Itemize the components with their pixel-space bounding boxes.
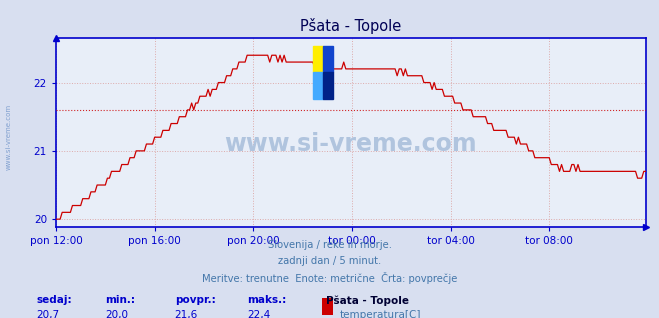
Bar: [312, 72, 323, 99]
Text: temperatura[C]: temperatura[C]: [339, 310, 421, 318]
Text: zadnji dan / 5 minut.: zadnji dan / 5 minut.: [278, 256, 381, 266]
Text: min.:: min.:: [105, 295, 136, 305]
Bar: [323, 72, 333, 99]
Title: Pšata - Topole: Pšata - Topole: [301, 18, 401, 34]
Text: www.si-vreme.com: www.si-vreme.com: [225, 132, 477, 156]
Bar: [312, 46, 323, 72]
Text: Meritve: trenutne  Enote: metrične  Črta: povprečje: Meritve: trenutne Enote: metrične Črta: …: [202, 272, 457, 284]
Text: maks.:: maks.:: [247, 295, 287, 305]
Text: 20,7: 20,7: [36, 310, 59, 318]
Text: www.si-vreme.com: www.si-vreme.com: [5, 104, 12, 170]
Text: 20,0: 20,0: [105, 310, 129, 318]
Text: sedaj:: sedaj:: [36, 295, 72, 305]
Bar: [323, 46, 333, 72]
Text: Pšata - Topole: Pšata - Topole: [326, 295, 409, 306]
Text: 21,6: 21,6: [175, 310, 198, 318]
Text: povpr.:: povpr.:: [175, 295, 215, 305]
Text: Slovenija / reke in morje.: Slovenija / reke in morje.: [268, 240, 391, 250]
Text: 22,4: 22,4: [247, 310, 270, 318]
